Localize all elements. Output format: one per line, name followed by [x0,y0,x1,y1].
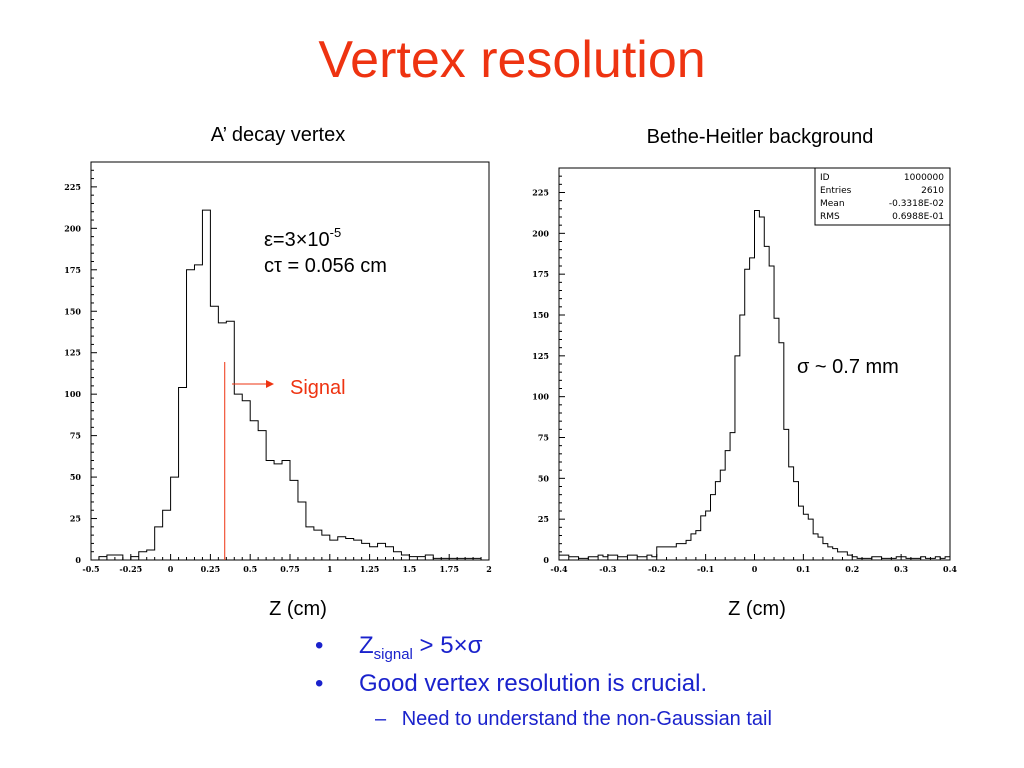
signal-arrow-head [266,380,274,388]
stats-value-id: 1000000 [904,173,944,183]
right-ytick-label: 50 [538,473,550,483]
right-xtick-label: -0.2 [648,564,665,574]
right-xtick-label: -0.1 [697,564,714,574]
right-xtick-label: 0.3 [894,564,908,574]
right-ytick-label: 150 [532,310,549,320]
epsilon-exponent: -5 [330,225,342,240]
left-ytick-label: 100 [64,389,81,399]
left-panel-frame [67,156,499,580]
stats-box-frame [814,167,951,226]
sigma-annotation: σ ~ 0.7 mm [797,356,899,378]
left-xtick-label: 2 [486,564,492,574]
ctau-annotation: cτ = 0.056 cm [264,255,387,277]
right-xtick-label: 0.2 [845,564,859,574]
right-xtick-label: 0.4 [943,564,957,574]
left-ytick-label: 50 [70,472,82,482]
left-xtick-label: 0.75 [280,564,299,574]
epsilon-text: ε=3×10 [264,229,330,251]
sub-bullet-item: – Need to understand the non-Gaussian ta… [375,708,772,731]
right-ytick-label: 225 [532,188,549,198]
right-xtick-label: -0.3 [599,564,617,574]
dash-glyph: – [375,708,387,730]
left-xtick-label: 0.25 [201,564,220,574]
stats-value-rms: 0.6988E-01 [892,212,944,222]
bullet-zsignal-text: Zsignal > 5×σ [359,632,482,663]
epsilon-annotation: ε=3×10-5 [264,225,341,251]
left-ytick-label: 175 [64,265,81,275]
bullet-resolution-text: Good vertex resolution is crucial. [359,670,708,697]
right-ytick-label: 0 [543,555,549,565]
right-ytick-label: 125 [532,351,549,361]
left-xtick-label: 0 [168,564,174,574]
right-x-axis-label: Z (cm) [728,598,786,620]
right-xtick-label: 0 [752,564,758,574]
right-chart-caption: Bethe-Heitler background [646,126,874,148]
left-ytick-label: 25 [70,514,81,524]
left-xtick-label: 1.75 [439,564,458,574]
slide-title: Vertex resolution [318,31,706,89]
right-axis-ticks: 0 25 50 75 100 125 150 175 200 225 -0.4 -0.3 -0.2 -0.… [532,175,957,574]
stats-value-entries: 2610 [921,186,944,196]
left-xtick-label: -0.25 [119,564,142,574]
stats-value-mean: -0.3318E-02 [889,199,944,209]
left-ytick-label: 125 [64,348,81,358]
stats-label-entries: Entries [820,186,852,196]
left-xtick-label: 0.5 [243,564,257,574]
left-axis-ticks: 0 25 50 75 100 125 150 175 200 225 -0.5 -0.25 0 0.25 0… [64,169,492,574]
bullet-glyph: • [315,632,324,659]
right-ytick-label: 175 [532,269,549,279]
left-histogram-path [91,209,489,561]
bullet-glyph: • [315,670,324,697]
sub-bullet-text: Need to understand the non-Gaussian tail [401,708,772,730]
left-xtick-label: 1 [327,564,333,574]
zsignal-subscript: signal [373,645,413,663]
right-histogram-path [558,209,951,560]
zsignal-z: Z [359,632,374,659]
left-xtick-label: 1.5 [402,564,416,574]
left-ytick-label: 75 [70,431,81,441]
left-ytick-label: 200 [64,223,81,233]
signal-label: Signal [290,377,346,399]
left-ytick-label: 0 [75,555,81,565]
right-xtick-label: 0.1 [796,564,810,574]
right-ytick-label: 25 [538,514,549,524]
left-xtick-label: -0.5 [82,564,99,574]
left-ytick-label: 225 [64,182,81,192]
right-ytick-label: 75 [538,433,549,443]
right-xtick-label: -0.4 [550,564,568,574]
stats-label-rms: RMS [820,212,840,222]
left-x-axis-label: Z (cm) [269,598,327,620]
stats-label-id: ID [820,173,830,183]
right-ytick-label: 100 [532,392,549,402]
left-ytick-label: 150 [64,306,81,316]
zsignal-rest: > 5×σ [412,632,483,659]
right-ytick-label: 200 [532,228,549,238]
right-panel-frame [515,163,961,581]
left-chart-caption: A’ decay vertex [210,124,346,146]
left-xtick-label: 1.25 [360,564,379,574]
stats-box: ID 1000000 Entries 2610 Mean -0.3318E-02… [814,167,951,226]
stats-label-mean: Mean [820,199,845,209]
